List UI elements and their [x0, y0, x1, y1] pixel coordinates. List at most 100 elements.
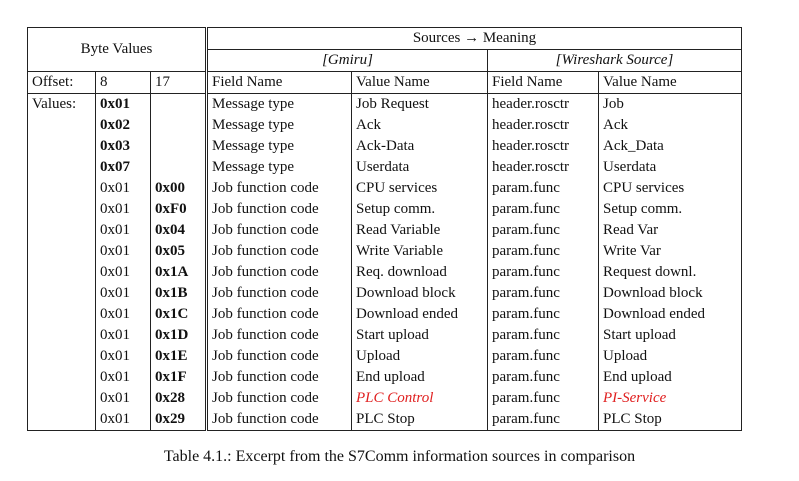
- byte-8-value: 0x01: [95, 220, 151, 241]
- gmiru-field-name: Message type: [205, 157, 352, 178]
- byte-17-value: 0x1B: [155, 285, 188, 301]
- table-row: 0x01 0x1C Job function code Download ended p…: [27, 304, 742, 325]
- wireshark-source-header: [Wireshark Source]: [487, 49, 742, 72]
- gmiru-value-name: Upload: [351, 346, 488, 367]
- table-row: 0x07 Message type Userdata header.rosctr Use…: [27, 157, 742, 178]
- byte-8-value: 0x01: [95, 178, 151, 199]
- wireshark-field-name: param.func: [487, 178, 599, 199]
- byte-17-value: 0x1A: [155, 264, 189, 280]
- table-row: 0x01 0x04 Job function code Read Variable pa…: [27, 220, 742, 241]
- byte-8-value: 0x01: [95, 304, 151, 325]
- table-row: 0x01 0x1F Job function code End upload param…: [27, 367, 742, 388]
- byte-values-header: Byte Values: [27, 27, 207, 72]
- table-caption: Table 4.1.: Excerpt from the S7Comm info…: [163, 448, 636, 465]
- table-row: 0x01 0x1A Job function code Req. download pa…: [27, 262, 742, 283]
- gmiru-value-name: Download block: [351, 283, 488, 304]
- offset-label: Offset:: [27, 71, 96, 94]
- gmiru-value-name: Job Request: [351, 93, 488, 115]
- values-label: [27, 262, 96, 283]
- values-label: [27, 304, 96, 325]
- byte-8-value: 0x07: [95, 157, 151, 178]
- byte-8-value: 0x01: [95, 388, 151, 409]
- gmiru-value-name: Req. download: [351, 262, 488, 283]
- values-label: [27, 199, 96, 220]
- wireshark-field-name: param.func: [487, 388, 599, 409]
- table-row: 0x01 0x29 Job function code PLC Stop param.f…: [27, 409, 742, 431]
- gmiru-value-name: CPU services: [351, 178, 488, 199]
- wireshark-value-name: Write Var: [598, 241, 742, 262]
- wireshark-value-name: Read Var: [598, 220, 742, 241]
- gmiru-value-name-header: Value Name: [351, 71, 488, 94]
- wireshark-value-name-header: Value Name: [598, 71, 742, 94]
- byte-8-value: 0x01: [95, 283, 151, 304]
- gmiru-value-name: PLC Control: [351, 388, 488, 409]
- comparison-table: Byte Values Sources → Meaning [Gmiru] [W…: [27, 27, 742, 431]
- values-label: [27, 388, 96, 409]
- gmiru-value-name: Ack: [351, 115, 488, 136]
- byte-17-value: 0x29: [150, 409, 207, 431]
- byte-17-value: 0x1F: [155, 369, 187, 385]
- values-label: [27, 346, 96, 367]
- values-label: [27, 157, 96, 178]
- table-row: 0x01 0x1E Job function code Upload param.fun…: [27, 346, 742, 367]
- gmiru-field-name: Message type: [205, 93, 352, 115]
- values-label: [27, 136, 96, 157]
- wireshark-value-name: Setup comm.: [598, 199, 742, 220]
- byte-17-value: 0x04: [155, 222, 185, 238]
- byte-8-value: 0x01: [95, 325, 151, 346]
- gmiru-value-name: Start upload: [351, 325, 488, 346]
- gmiru-field-name: Job function code: [205, 409, 352, 431]
- gmiru-field-name: Job function code: [205, 283, 352, 304]
- gmiru-value-name: Setup comm.: [351, 199, 488, 220]
- gmiru-source-header: [Gmiru]: [205, 49, 488, 72]
- gmiru-value-name: Userdata: [351, 157, 488, 178]
- byte-17-value: [151, 136, 207, 157]
- gmiru-field-name-header: Field Name: [205, 71, 352, 94]
- gmiru-field-name: Job function code: [205, 178, 352, 199]
- values-label: Values:: [27, 93, 96, 115]
- wireshark-value-name: Job: [598, 93, 742, 115]
- values-label: [27, 409, 96, 431]
- byte-17-value: 0x1E: [155, 348, 188, 364]
- wireshark-field-name: header.rosctr: [487, 93, 599, 115]
- byte-8-value: 0x01: [95, 262, 151, 283]
- wireshark-value-name: Ack_Data: [598, 136, 742, 157]
- byte-17-value: 0x28: [155, 390, 185, 406]
- wireshark-value-name: PLC Stop: [598, 409, 742, 431]
- byte-17-value: 0x00: [155, 180, 185, 196]
- wireshark-field-name: header.rosctr: [487, 136, 599, 157]
- wireshark-field-name: param.func: [487, 325, 599, 346]
- byte-8-value: 0x01: [95, 93, 151, 115]
- values-label: [27, 115, 96, 136]
- gmiru-value-name: End upload: [351, 367, 488, 388]
- wireshark-value-name: CPU services: [598, 178, 742, 199]
- byte-17-value: [151, 115, 207, 136]
- gmiru-field-name: Job function code: [205, 304, 352, 325]
- wireshark-field-name: param.func: [487, 283, 599, 304]
- gmiru-field-name: Job function code: [205, 199, 352, 220]
- byte-8-value: 0x01: [95, 367, 151, 388]
- wireshark-field-name-header: Field Name: [487, 71, 599, 94]
- gmiru-field-name: Job function code: [205, 262, 352, 283]
- values-label: [27, 178, 96, 199]
- wireshark-value-name: Start upload: [598, 325, 742, 346]
- byte-17-value: 0xF0: [155, 201, 187, 217]
- gmiru-value-name: Write Variable: [351, 241, 488, 262]
- gmiru-field-name: Message type: [205, 115, 352, 136]
- byte-17-value: [151, 157, 207, 178]
- values-label: [27, 283, 96, 304]
- wireshark-value-name: PI-Service: [598, 388, 742, 409]
- wireshark-field-name: param.func: [487, 220, 599, 241]
- wireshark-value-name: Download block: [598, 283, 742, 304]
- values-label: [27, 325, 96, 346]
- wireshark-field-name: param.func: [487, 262, 599, 283]
- wireshark-field-name: header.rosctr: [487, 157, 599, 178]
- gmiru-field-name: Message type: [205, 136, 352, 157]
- offset-17: 17: [150, 71, 207, 94]
- gmiru-field-name: Job function code: [205, 241, 352, 262]
- table-row: 0x01 0x1D Job function code Start upload par…: [27, 325, 742, 346]
- wireshark-field-name: param.func: [487, 409, 599, 431]
- table-row: 0x01 0x05 Job function code Write Variable p…: [27, 241, 742, 262]
- byte-17-value: 0x1D: [155, 327, 189, 343]
- wireshark-value-name: Download ended: [598, 304, 742, 325]
